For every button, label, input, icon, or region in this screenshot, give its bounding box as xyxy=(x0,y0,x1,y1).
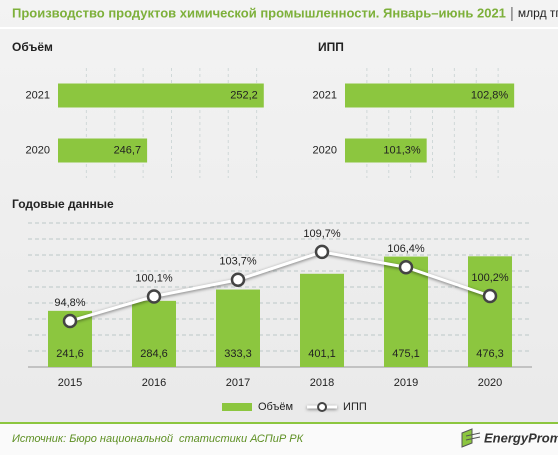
x-tick-label: 2016 xyxy=(142,377,166,389)
bar xyxy=(384,256,428,367)
line-value-label: 106,4% xyxy=(387,243,425,255)
line-marker xyxy=(146,289,162,304)
x-tick-label: 2020 xyxy=(478,377,502,389)
panel-title: Объём xyxy=(12,40,53,54)
panel-title: Годовые данные xyxy=(12,197,114,211)
line-value-label: 103,7% xyxy=(219,256,257,268)
category-label: 2021 xyxy=(313,89,337,101)
logo-icon xyxy=(461,428,481,448)
bar xyxy=(58,138,148,163)
legend-marker xyxy=(317,402,328,412)
bar xyxy=(58,83,264,108)
bar-value-label: 333,3 xyxy=(224,348,252,360)
page-title: Производство продуктов химической промыш… xyxy=(12,5,506,20)
x-tick-label: 2015 xyxy=(58,377,82,389)
line-value-label: 94,8% xyxy=(54,297,85,309)
line-marker xyxy=(398,259,414,275)
line-marker xyxy=(314,244,330,260)
line-marker xyxy=(482,288,498,304)
value-label: 252,2 xyxy=(230,89,258,101)
line xyxy=(69,250,491,323)
bar-value-label: 241,6 xyxy=(56,348,84,360)
bar-value-label: 476,3 xyxy=(476,348,504,360)
bar xyxy=(468,256,512,367)
category-label: 2020 xyxy=(313,144,337,156)
category-label: 2021 xyxy=(26,89,50,101)
bar xyxy=(300,273,344,367)
legend-label: ИПП xyxy=(343,401,367,413)
line-value-label: 109,7% xyxy=(303,228,341,240)
logo: EnergyProm xyxy=(484,430,558,445)
value-label: 102,8% xyxy=(471,89,509,101)
bar xyxy=(132,300,176,367)
bar xyxy=(216,289,260,367)
bar xyxy=(345,83,515,108)
x-tick-label: 2019 xyxy=(394,377,418,389)
x-tick-label: 2018 xyxy=(310,377,334,389)
category-label: 2020 xyxy=(26,144,50,156)
line-marker xyxy=(62,313,78,329)
panel-title: ИПП xyxy=(318,40,344,54)
line-marker xyxy=(230,272,246,288)
value-label: 246,7 xyxy=(114,144,142,156)
legend-swatch xyxy=(222,403,252,411)
bar-value-label: 284,6 xyxy=(140,348,168,360)
source: Источник: Бюро национальной статистики А… xyxy=(12,433,304,445)
bar-value-label: 475,1 xyxy=(392,348,420,360)
unit-label: млрд тг xyxy=(518,6,558,20)
bar-value-label: 401,1 xyxy=(308,348,336,360)
value-label: 101,3% xyxy=(383,144,421,156)
x-tick-label: 2017 xyxy=(226,377,250,389)
line-value-label: 100,1% xyxy=(135,272,173,284)
line-value-label: 100,2% xyxy=(471,272,509,284)
bar xyxy=(345,138,427,163)
legend-label: Объём xyxy=(258,401,293,413)
